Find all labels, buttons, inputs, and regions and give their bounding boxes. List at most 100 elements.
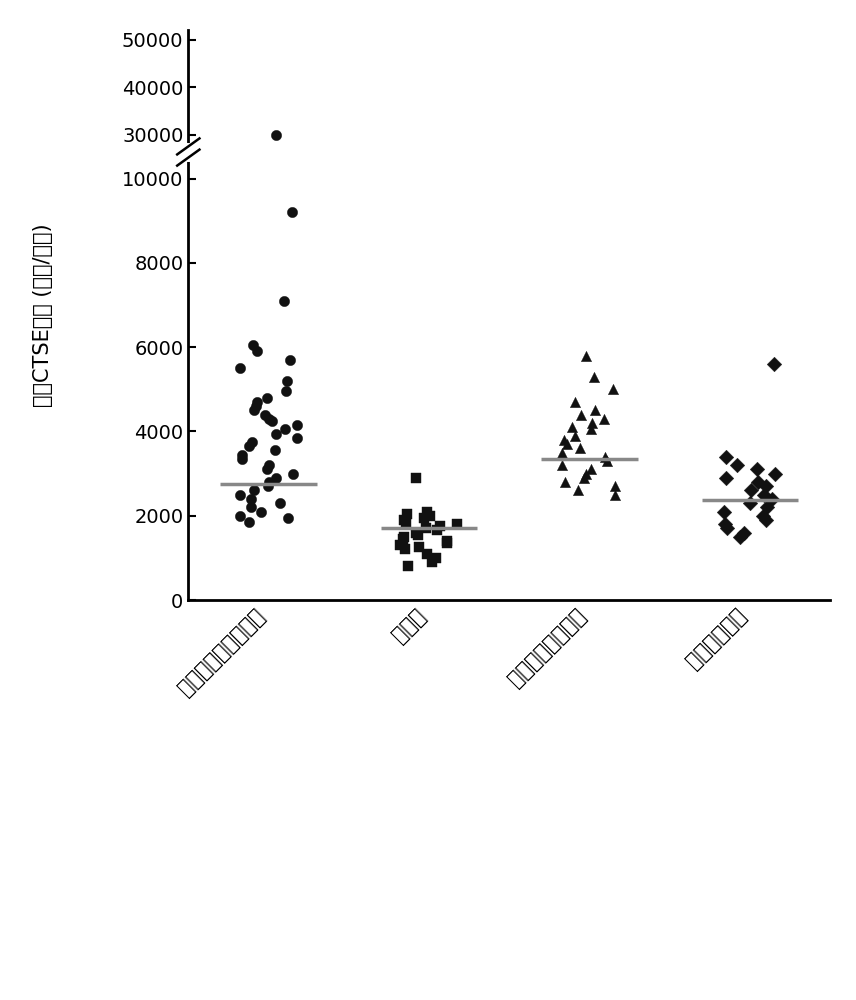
Point [580,348,593,364]
Point [411,527,425,543]
Point [586,244,600,260]
Point [608,257,621,273]
Point [279,250,293,266]
Point [608,487,621,503]
Point [571,482,585,498]
Point [265,249,278,265]
Point [743,495,757,511]
Point [431,261,444,277]
Point [586,415,599,431]
Point [397,529,411,545]
Point [717,504,731,520]
Point [396,531,410,547]
Point [574,440,587,456]
Point [290,430,304,446]
Point [566,250,580,266]
Point [259,254,273,270]
Point [417,510,431,526]
Point [250,247,264,263]
Point [568,247,582,263]
Point [246,434,259,450]
Point [561,436,574,452]
Point [579,466,592,482]
Point [760,499,774,515]
Point [394,263,407,279]
Point [420,259,434,275]
Point [759,512,773,528]
Point [419,261,433,277]
Point [259,461,273,477]
Point [399,260,413,276]
Point [734,262,747,278]
Point [431,522,444,538]
Point [568,428,581,444]
Point [234,487,247,503]
Point [751,256,764,272]
Point [566,419,580,435]
Point [273,495,287,511]
Point [425,265,439,281]
Point [600,453,614,469]
Point [263,256,276,272]
Point [242,252,256,268]
Point [263,474,276,490]
Point [743,258,757,274]
Point [600,253,614,269]
Point [429,264,443,280]
Point [254,259,268,275]
Point [263,254,276,270]
Point [233,260,247,276]
Point [269,426,282,442]
Point [280,373,294,389]
Point [283,352,297,368]
Point [420,264,434,280]
Point [246,240,259,256]
Point [260,390,274,406]
Point [279,421,293,437]
Point [719,470,733,486]
Point [277,235,291,251]
Text: 血浆CTSE含量 (皮克/毫升): 血浆CTSE含量 (皮克/毫升) [33,223,53,407]
Point [265,413,278,429]
Point [246,337,259,353]
Point [259,407,272,423]
Point [269,470,282,486]
Point [555,252,568,268]
Point [734,529,747,545]
Point [285,225,299,241]
Point [269,127,282,143]
Point [757,508,770,524]
Point [262,411,276,427]
Point [568,394,582,410]
Point [262,256,276,272]
Point [281,260,294,276]
Point [417,260,431,276]
Point [401,265,415,281]
Point [597,249,611,265]
Point [283,242,297,258]
Point [244,491,258,507]
Point [409,470,423,486]
Point [397,260,411,276]
Point [440,535,454,551]
Point [719,255,733,271]
Point [588,248,602,264]
Point [718,516,732,532]
Point [606,381,620,397]
Point [765,491,779,507]
Point [737,261,751,277]
Point [280,244,294,260]
Point [425,554,439,570]
Point [411,262,425,278]
Point [245,259,259,275]
Point [401,558,415,574]
Point [247,248,261,264]
Point [409,261,423,277]
Point [767,356,781,372]
Point [397,512,411,528]
Point [718,261,732,277]
Point [558,474,572,490]
Point [588,402,602,418]
Point [730,254,744,270]
Point [262,478,276,494]
